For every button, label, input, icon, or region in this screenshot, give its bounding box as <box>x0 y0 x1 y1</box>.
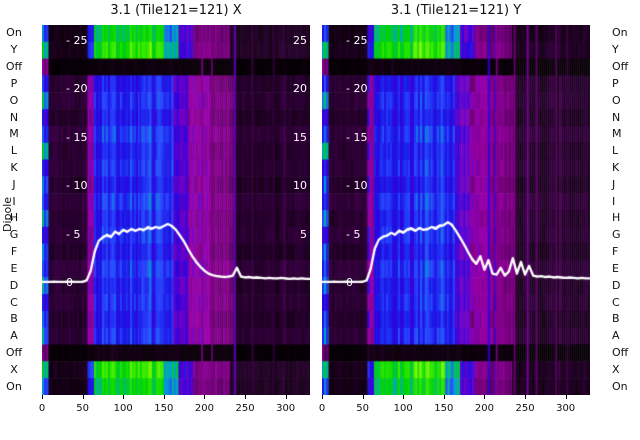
heatmap-canvas-y <box>322 25 590 395</box>
dipole-label: J <box>12 177 16 191</box>
dipole-label: On <box>612 379 628 393</box>
x-tick-label: 150 <box>434 403 454 414</box>
dipole-label: I <box>12 194 16 208</box>
dipole-label: Off <box>5 60 23 74</box>
y-tick-label: 25 <box>293 33 307 47</box>
y-tick-label: - 15 <box>346 130 368 144</box>
x-tick-label: 50 <box>356 403 369 414</box>
dipole-label: On <box>6 26 22 40</box>
dipole-axis-left: On Y Off P O N M L K J I H G F E D C B A Off X On <box>0 25 28 395</box>
dipole-label: O <box>612 93 621 107</box>
dipole-label: G <box>9 228 19 242</box>
x-tick-label: 200 <box>194 403 214 414</box>
dipole-label: N <box>612 110 621 124</box>
dipole-label: I <box>612 194 616 208</box>
x-tick-mark <box>443 395 445 399</box>
y-tick-label: - 5 <box>66 227 81 241</box>
dipole-label: Y <box>10 43 18 57</box>
dipole-label: X <box>612 362 620 376</box>
x-tick-mark <box>245 395 247 399</box>
dipole-label: M <box>9 127 19 141</box>
dipole-label: On <box>612 26 628 40</box>
y-tick-label: 0 <box>66 276 73 290</box>
x-tick-mark <box>484 395 486 399</box>
dipole-label: X <box>10 362 18 376</box>
x-tick-mark <box>525 395 527 399</box>
dipole-label: A <box>10 329 18 343</box>
dipole-label: C <box>10 295 18 309</box>
dipole-label: H <box>612 211 621 225</box>
dipole-label: G <box>612 228 621 242</box>
x-tick-mark <box>565 395 567 399</box>
x-tick-mark <box>204 395 206 399</box>
y-tick-label: 15 <box>293 130 307 144</box>
dipole-label: O <box>9 93 19 107</box>
panel-title-y: 3.1 (Tile121=121) Y <box>390 3 522 18</box>
dipole-label: B <box>10 312 18 326</box>
x-tick-mark <box>285 395 287 399</box>
x-tick-mark <box>82 395 84 399</box>
y-tick-label: - 5 <box>346 227 361 241</box>
y-tick-label: - 25 <box>66 33 88 47</box>
y-tick-label: - 20 <box>66 82 88 96</box>
dipole-label: J <box>612 177 616 191</box>
x-tick-label: 100 <box>113 403 133 414</box>
heatmap-panel-y: 3.1 (Tile121=121) Y - 25 - 20 - 15 - 10 - 5 0… <box>319 3 590 414</box>
dipole-label: A <box>612 329 620 343</box>
x-tick-label: 0 <box>318 403 326 414</box>
dipole-label: B <box>612 312 620 326</box>
dipole-label: P <box>10 76 18 90</box>
x-tick-label: 300 <box>276 403 296 414</box>
dipole-label: Off <box>612 345 629 359</box>
x-tick-label: 0 <box>38 403 46 414</box>
dipole-label: P <box>612 76 619 90</box>
x-tick-mark <box>362 395 364 399</box>
dipole-label: K <box>612 160 620 174</box>
panel-title-x: 3.1 (Tile121=121) X <box>110 3 242 18</box>
dipole-label: Off <box>5 345 23 359</box>
dipole-label: D <box>9 278 19 292</box>
heatmap-panel-x: 3.1 (Tile121=121) X - 25 - 20 - 15 - 10 - 5 0… <box>39 3 310 414</box>
y-tick-label: - 15 <box>66 130 88 144</box>
dipole-label: On <box>6 379 22 393</box>
dipole-label: Y <box>612 43 619 57</box>
dipole-label: C <box>612 295 620 309</box>
x-tick-label: 250 <box>235 403 255 414</box>
dipole-label: D <box>612 278 621 292</box>
x-tick-label: 100 <box>393 403 413 414</box>
x-tick-mark <box>42 395 43 399</box>
dipole-label: Off <box>612 60 629 74</box>
x-tick-label: 200 <box>474 403 494 414</box>
dipole-axis-right: On Y Off P O N M L K J I H G F E D C B A Off X On <box>608 25 638 395</box>
y-tick-label: 20 <box>293 82 307 96</box>
dipole-label: E <box>612 261 619 275</box>
x-tick-mark <box>123 395 125 399</box>
dipole-label: L <box>612 144 619 158</box>
dipole-label: F <box>10 245 18 259</box>
dipole-label: H <box>9 211 19 225</box>
dipole-label: K <box>10 160 18 174</box>
dipole-label: N <box>9 110 19 124</box>
x-tick-mark <box>163 395 165 399</box>
y-tick-label: 5 <box>300 227 307 241</box>
x-tick-label: 250 <box>515 403 535 414</box>
y-tick-label: 10 <box>293 179 307 193</box>
dipole-label: M <box>612 127 622 141</box>
y-tick-label: - 10 <box>346 179 368 193</box>
dipole-label: F <box>612 245 619 259</box>
x-tick-label: 300 <box>556 403 576 414</box>
x-tick-mark <box>322 395 323 399</box>
x-tick-label: 150 <box>154 403 174 414</box>
dipole-label: E <box>10 261 18 275</box>
x-tick-mark <box>403 395 405 399</box>
y-tick-label: 0 <box>346 276 353 290</box>
y-tick-label: - 20 <box>346 82 368 96</box>
x-tick-label: 50 <box>76 403 89 414</box>
heatmap-canvas-x <box>42 25 310 395</box>
dipole-label: L <box>10 144 18 158</box>
y-tick-label: - 25 <box>346 33 368 47</box>
y-tick-label: - 10 <box>66 179 88 193</box>
